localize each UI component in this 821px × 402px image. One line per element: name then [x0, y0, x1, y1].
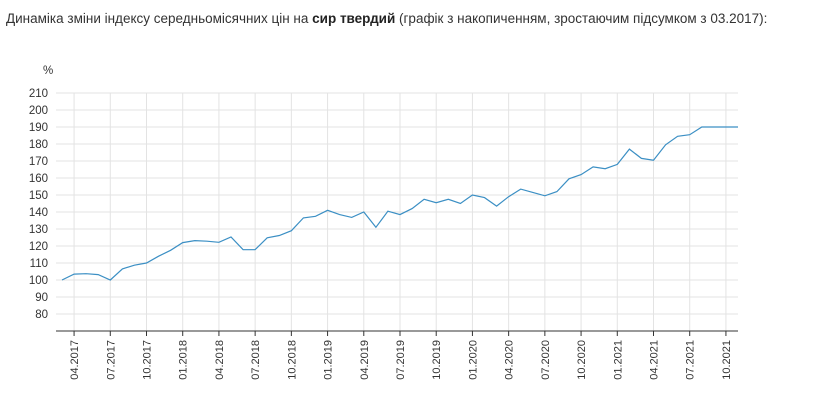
y-tick-label: 110 [30, 258, 48, 270]
x-tick-label: 04.2020 [504, 340, 516, 380]
caption-product: сир твердий [312, 11, 396, 26]
series-line [61, 126, 738, 281]
x-tick-label: 07.2018 [250, 340, 262, 380]
x-tick-label: 07.2017 [105, 340, 117, 380]
y-tick-label: 120 [29, 241, 48, 253]
y-axis-ticks: 80 90 100 110 120 130 140 150 160 170 180 190 200 210 [29, 88, 48, 321]
x-tick-label: 04.2017 [69, 340, 81, 380]
x-tick-label: 10.2020 [576, 340, 588, 380]
x-tick-label: 10.2017 [142, 340, 154, 380]
x-tick-label: 10.2018 [286, 340, 298, 380]
x-tick-label: 01.2018 [178, 340, 190, 380]
y-tick-label: 180 [29, 139, 48, 151]
y-tick-label: 150 [29, 190, 48, 202]
chart-caption: Динаміка зміни індексу середньомісячних … [6, 10, 806, 28]
caption-suffix: (графік з накопиченням, зростаючим підсу… [395, 11, 768, 26]
x-tick-label: 10.2021 [721, 340, 733, 380]
y-tick-label: 80 [35, 309, 48, 321]
y-tick-label: 140 [29, 207, 48, 219]
x-tick-label: 01.2019 [323, 340, 335, 380]
y-tick-label: 190 [29, 122, 48, 134]
y-tick-label: 210 [29, 88, 48, 100]
caption-prefix: Динаміка зміни індексу середньомісячних … [6, 11, 313, 26]
x-tick-label: 10.2019 [431, 340, 443, 380]
x-axis-ticks: 04.2017 07.2017 10.2017 01.2018 04.2018 07.20… [69, 331, 733, 380]
x-tick-label: 01.2021 [612, 340, 624, 380]
grid [56, 92, 738, 331]
x-tick-label: 01.2020 [467, 340, 479, 380]
y-tick-label: 170 [29, 156, 48, 168]
x-tick-label: 04.2021 [649, 340, 661, 380]
y-axis-unit-label: % [43, 65, 53, 77]
x-tick-label: 07.2020 [540, 340, 552, 380]
y-tick-label: 130 [29, 224, 48, 236]
x-tick-label: 04.2019 [359, 340, 371, 380]
y-tick-label: 160 [29, 173, 48, 185]
x-tick-label: 07.2021 [685, 340, 697, 380]
x-tick-label: 07.2019 [395, 340, 407, 380]
y-tick-label: 100 [29, 275, 48, 287]
y-tick-label: 90 [35, 292, 48, 304]
x-tick-label: 04.2018 [214, 340, 226, 380]
y-tick-label: 200 [29, 105, 48, 117]
